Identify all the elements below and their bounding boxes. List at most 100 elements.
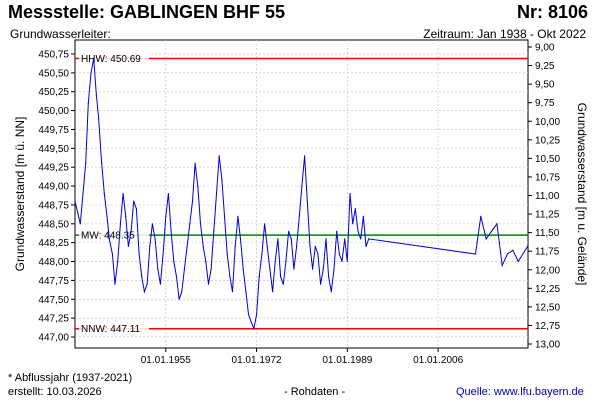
data-point xyxy=(274,260,276,263)
data-point xyxy=(341,260,343,263)
x-tick-label: 01.01.1955 xyxy=(141,355,191,366)
data-point xyxy=(157,268,159,270)
data-point xyxy=(501,264,503,266)
data-point xyxy=(264,223,266,225)
data-point xyxy=(322,268,324,270)
data-point xyxy=(272,291,274,293)
data-point xyxy=(290,238,292,240)
data-point xyxy=(506,253,509,255)
data-point xyxy=(317,253,319,255)
data-point xyxy=(167,193,169,195)
data-point xyxy=(352,223,354,225)
data-point xyxy=(336,230,338,232)
y2-tick-label: 12,00 xyxy=(535,265,560,276)
data-point xyxy=(74,200,76,202)
footnote: * Abflussjahr (1937-2021) xyxy=(8,372,133,384)
ref-label-nnw: NNW: 447.11 xyxy=(81,324,141,335)
data-point xyxy=(85,162,87,164)
station-title: Messstelle: GABLINGEN BHF 55 xyxy=(8,2,286,22)
data-point xyxy=(133,200,135,202)
y-tick-label: 450,00 xyxy=(38,106,69,117)
y-tick-label: 450,25 xyxy=(38,87,69,98)
data-point xyxy=(98,117,100,119)
data-point xyxy=(474,253,477,255)
data-point xyxy=(242,268,244,270)
data-point xyxy=(247,313,250,315)
data-point xyxy=(95,94,97,97)
y-tick-label: 447,75 xyxy=(38,276,69,287)
x-tick-label: 01.01.2006 xyxy=(413,355,463,366)
y2-tick-label: 11,25 xyxy=(535,210,560,221)
data-point xyxy=(87,102,89,104)
data-point xyxy=(151,223,153,225)
data-point xyxy=(301,185,303,187)
y-tick-label: 448,75 xyxy=(38,200,69,211)
data-point xyxy=(154,238,156,240)
data-point xyxy=(93,57,95,60)
y2-tick-label: 10,00 xyxy=(535,117,560,128)
data-point xyxy=(269,268,271,270)
data-point xyxy=(119,223,121,225)
data-point xyxy=(306,200,308,202)
data-point xyxy=(146,283,148,285)
data-point xyxy=(320,283,322,285)
ref-label-bg xyxy=(79,322,149,335)
data-point xyxy=(223,215,226,217)
y2-tick-label: 11,50 xyxy=(535,228,560,239)
data-point xyxy=(183,268,185,270)
data-point xyxy=(314,245,316,247)
data-point xyxy=(253,328,255,330)
data-point xyxy=(349,193,351,195)
data-point xyxy=(338,253,340,255)
data-point xyxy=(496,223,498,225)
data-point xyxy=(226,253,228,255)
data-point xyxy=(221,177,223,180)
data-point xyxy=(330,291,332,293)
data-point xyxy=(117,260,119,263)
data-point xyxy=(178,298,180,300)
data-point xyxy=(175,276,178,278)
y2-tick-label: 9,25 xyxy=(535,61,555,72)
y-tick-label: 447,25 xyxy=(38,314,69,325)
data-point xyxy=(480,215,482,217)
data-point xyxy=(170,230,172,232)
y-tick-label: 449,00 xyxy=(38,182,69,193)
y2-tick-label: 9,00 xyxy=(535,43,555,54)
y2-tick-label: 11,00 xyxy=(535,191,560,202)
data-point xyxy=(325,238,327,240)
data-point xyxy=(346,260,348,263)
data-point xyxy=(312,268,314,270)
data-point xyxy=(328,276,330,278)
y-tick-label: 447,50 xyxy=(38,295,69,306)
data-point xyxy=(189,223,191,225)
data-point xyxy=(90,72,92,74)
y-tick-label: 448,25 xyxy=(38,238,69,249)
y-tick-label: 450,50 xyxy=(38,68,69,79)
data-point xyxy=(173,260,175,263)
data-point xyxy=(218,155,220,157)
station-number: Nr: 8106 xyxy=(516,2,588,22)
data-point xyxy=(362,215,364,217)
data-point xyxy=(207,283,210,285)
y-tick-label: 448,50 xyxy=(38,219,69,230)
y-tick-label: 449,25 xyxy=(38,163,69,174)
data-point xyxy=(215,193,218,195)
data-point xyxy=(159,283,161,285)
data-point xyxy=(360,238,362,240)
x-tick-label: 01.01.1989 xyxy=(322,355,372,366)
data-point xyxy=(101,162,103,164)
data-point xyxy=(298,215,300,217)
data-point xyxy=(141,276,143,278)
y2-tick-label: 9,50 xyxy=(535,80,555,91)
data-point xyxy=(344,238,346,240)
data-point xyxy=(165,215,167,217)
ref-label-bg xyxy=(79,229,149,242)
data-point xyxy=(296,245,298,247)
y-tick-label: 449,75 xyxy=(38,125,69,136)
y2-tick-label: 12,25 xyxy=(535,284,560,295)
data-point xyxy=(130,230,132,232)
source-link[interactable]: Quelle: www.lfu.bayern.de xyxy=(456,386,584,398)
data-point xyxy=(285,260,287,263)
data-point xyxy=(527,245,529,247)
